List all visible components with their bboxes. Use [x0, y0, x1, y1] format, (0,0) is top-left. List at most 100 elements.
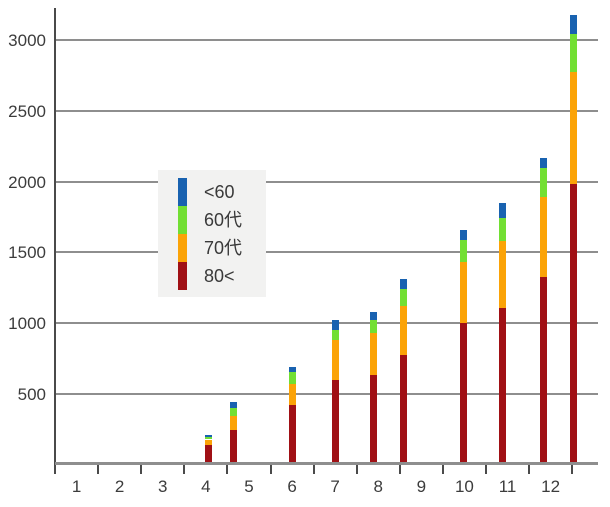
x-tick-label: 11 [498, 477, 517, 496]
gridline-3000 [55, 38, 598, 41]
x-tick-mark [441, 465, 444, 474]
bar-segment-70代 [569, 71, 577, 185]
legend-label: <60 [204, 182, 235, 202]
bar-segment-70代 [369, 332, 377, 376]
bar-segment-70代 [204, 439, 212, 446]
y-tick-label: 2500 [8, 101, 46, 121]
bar-segment-60代 [400, 288, 408, 307]
bar-segment-70代 [331, 340, 339, 380]
bar-segment-60代 [539, 168, 547, 198]
stacked-bar [289, 366, 297, 465]
x-tick-label: 8 [373, 477, 383, 496]
bar-segment-70代 [289, 383, 297, 406]
bar-segment-80< [569, 184, 577, 465]
bar-segment-70代 [229, 416, 237, 430]
legend-label: 80< [204, 266, 235, 286]
bar-segment-<60 [331, 319, 339, 330]
bar-segment-60代 [499, 217, 507, 242]
gridline-2500 [55, 109, 598, 112]
legend-swatch-2 [178, 206, 187, 234]
bar-segment-80< [400, 355, 408, 465]
bar-segment-60代 [569, 33, 577, 72]
stacked-bar [204, 435, 212, 465]
gridline-500 [55, 393, 598, 396]
x-tick-label: 12 [541, 477, 561, 496]
gridline-1500 [55, 251, 598, 254]
x-tick-label: 1 [71, 477, 82, 496]
bar-segment-<60 [289, 366, 297, 373]
bar-segment-70代 [460, 261, 468, 323]
x-tick-mark [97, 465, 100, 474]
bar-segment-<60 [569, 15, 577, 34]
legend-labels: <60 60代 70代 80< [204, 178, 242, 290]
bar-segment-60代 [369, 320, 377, 333]
x-tick-label: 9 [416, 477, 427, 496]
bar-segment-80< [289, 405, 297, 465]
y-tick-label: 2000 [8, 172, 46, 192]
bar-segment-60代 [204, 437, 212, 440]
bar-segment-60代 [460, 239, 468, 262]
stacked-bar [460, 229, 468, 465]
x-tick-mark [183, 465, 186, 474]
x-tick-label: 2 [114, 477, 125, 496]
x-tick-mark [485, 465, 487, 474]
x-tick-mark [226, 465, 229, 474]
y-tick-label: 500 [17, 385, 46, 405]
bar-segment-80< [369, 375, 377, 465]
stacked-bar [539, 158, 547, 465]
legend-label: 70代 [204, 238, 243, 258]
legend-swatch-4 [178, 262, 187, 290]
x-axis-line [55, 462, 598, 465]
x-tick-mark [398, 465, 401, 474]
bar-segment-<60 [460, 229, 468, 240]
legend-color-bar [178, 178, 187, 290]
bar-segment-<60 [499, 202, 507, 218]
y-tick-label: 3000 [8, 30, 46, 50]
bar-segment-60代 [229, 408, 237, 417]
bar-segment-60代 [289, 372, 297, 384]
x-tick-label: 7 [330, 477, 340, 496]
bar-segment-<60 [204, 435, 212, 438]
bar-segment-70代 [539, 197, 547, 277]
x-tick-mark [54, 465, 56, 474]
x-tick-label: 4 [201, 477, 211, 496]
x-tick-label: 3 [158, 477, 168, 496]
x-tick-label: 6 [287, 477, 297, 496]
bar-segment-60代 [331, 329, 339, 341]
stacked-bar [569, 15, 577, 465]
legend-swatch-1 [178, 178, 187, 206]
x-tick-mark [140, 465, 143, 474]
bar-segment-80< [204, 445, 212, 465]
bar-segment-70代 [499, 241, 507, 308]
bar-segment-<60 [400, 279, 408, 289]
x-tick-mark [269, 465, 272, 474]
x-tick-label: 10 [454, 477, 474, 496]
x-tick-label: 5 [244, 477, 254, 496]
legend: <60 60代 70代 80< [158, 170, 266, 297]
bar-segment-80< [331, 379, 339, 465]
legend-swatch-3 [178, 234, 187, 262]
bar-segment-80< [499, 307, 507, 465]
x-tick-mark [528, 465, 531, 474]
x-tick-mark [571, 465, 574, 474]
bar-segment-<60 [539, 158, 547, 169]
y-tick-label: 1500 [8, 243, 46, 263]
x-tick-mark [355, 465, 358, 474]
bar-segment-<60 [369, 311, 377, 321]
stacked-bar [400, 279, 408, 465]
stacked-bar [369, 311, 377, 465]
bar-segment-80< [460, 322, 468, 465]
gridline-2000 [55, 180, 598, 183]
bar-segment-80< [229, 429, 237, 465]
y-tick-label: 1000 [8, 314, 46, 334]
y-axis-line [54, 8, 56, 474]
gridline-1000 [55, 322, 598, 325]
stacked-bar [499, 202, 507, 465]
x-tick-mark [312, 465, 315, 474]
legend-label: 60代 [204, 210, 243, 230]
bar-segment-70代 [400, 306, 408, 356]
bar-segment-<60 [229, 401, 237, 409]
stacked-bar [331, 319, 339, 465]
bar-segment-80< [539, 276, 547, 465]
